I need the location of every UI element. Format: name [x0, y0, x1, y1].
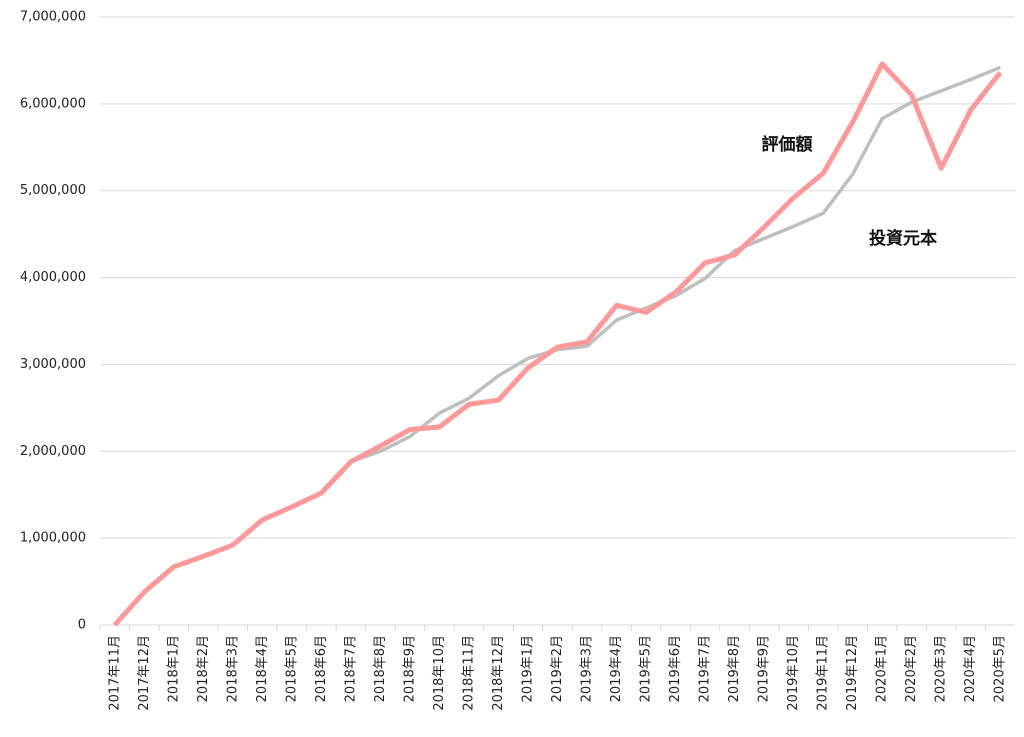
- x-tick-label: 2018年7月: [343, 635, 358, 702]
- x-tick-label: 2020年4月: [963, 635, 978, 702]
- x-tick-label: 2018年10月: [432, 635, 447, 711]
- series-label: 投資元本: [869, 228, 937, 249]
- y-tick-label: 7,000,000: [20, 10, 86, 25]
- plot: 0 1,000,000 2,000,000 3,000,000 4,000,000 5,0…: [20, 10, 1015, 711]
- x-tick-label: 2019年3月: [580, 635, 595, 702]
- x-tick-label: 2019年10月: [786, 635, 801, 711]
- x-tick-label: 2020年3月: [934, 635, 949, 702]
- x-tick-label: 2018年9月: [402, 635, 417, 702]
- x-tick-label: 2019年2月: [550, 635, 565, 702]
- x-tick-label: 2018年2月: [196, 635, 211, 702]
- x-tick-label: 2019年7月: [698, 635, 713, 702]
- x-tick-label: 2019年9月: [757, 635, 772, 702]
- x-tick-label: 2020年1月: [875, 635, 890, 702]
- line: [112, 61, 1003, 627]
- y-tick-label: 2,000,000: [20, 444, 86, 459]
- x-tick-label: 2019年1月: [520, 635, 535, 702]
- series-label: 評価額: [762, 134, 813, 155]
- x-tick-label: 2019年6月: [668, 635, 683, 702]
- x-tick-label: 2017年12月: [137, 635, 152, 711]
- y-tick-label: 5,000,000: [20, 183, 86, 198]
- x-tick-label: 2017年11月: [107, 635, 122, 711]
- x-tick-label: 2019年11月: [816, 635, 831, 711]
- x-tick-label: 2018年3月: [225, 635, 240, 702]
- x-tick-label: 2018年12月: [491, 635, 506, 711]
- x-tick-label: 2019年5月: [639, 635, 654, 702]
- y-tick-label: 3,000,000: [20, 357, 86, 372]
- x-tick-label: 2020年5月: [993, 635, 1008, 702]
- x-tick-label: 2019年4月: [609, 635, 624, 702]
- x-tick-label: 2018年11月: [461, 635, 476, 711]
- y-tick-label: 4,000,000: [20, 270, 86, 285]
- x-tick-label: 2018年6月: [314, 635, 329, 702]
- x-tick-label: 2019年12月: [845, 635, 860, 711]
- x-tick-label: 2019年8月: [727, 635, 742, 702]
- x-tick-label: 2018年8月: [373, 635, 388, 702]
- y-tick-label: 0: [78, 618, 86, 633]
- y-tick-label: 1,000,000: [20, 531, 86, 546]
- x-tick-label: 2018年1月: [166, 635, 181, 702]
- y-tick-label: 6,000,000: [20, 96, 86, 111]
- x-tick-label: 2018年5月: [284, 635, 299, 702]
- x-tick-label: 2020年2月: [904, 635, 919, 702]
- x-tick-label: 2018年4月: [255, 635, 270, 702]
